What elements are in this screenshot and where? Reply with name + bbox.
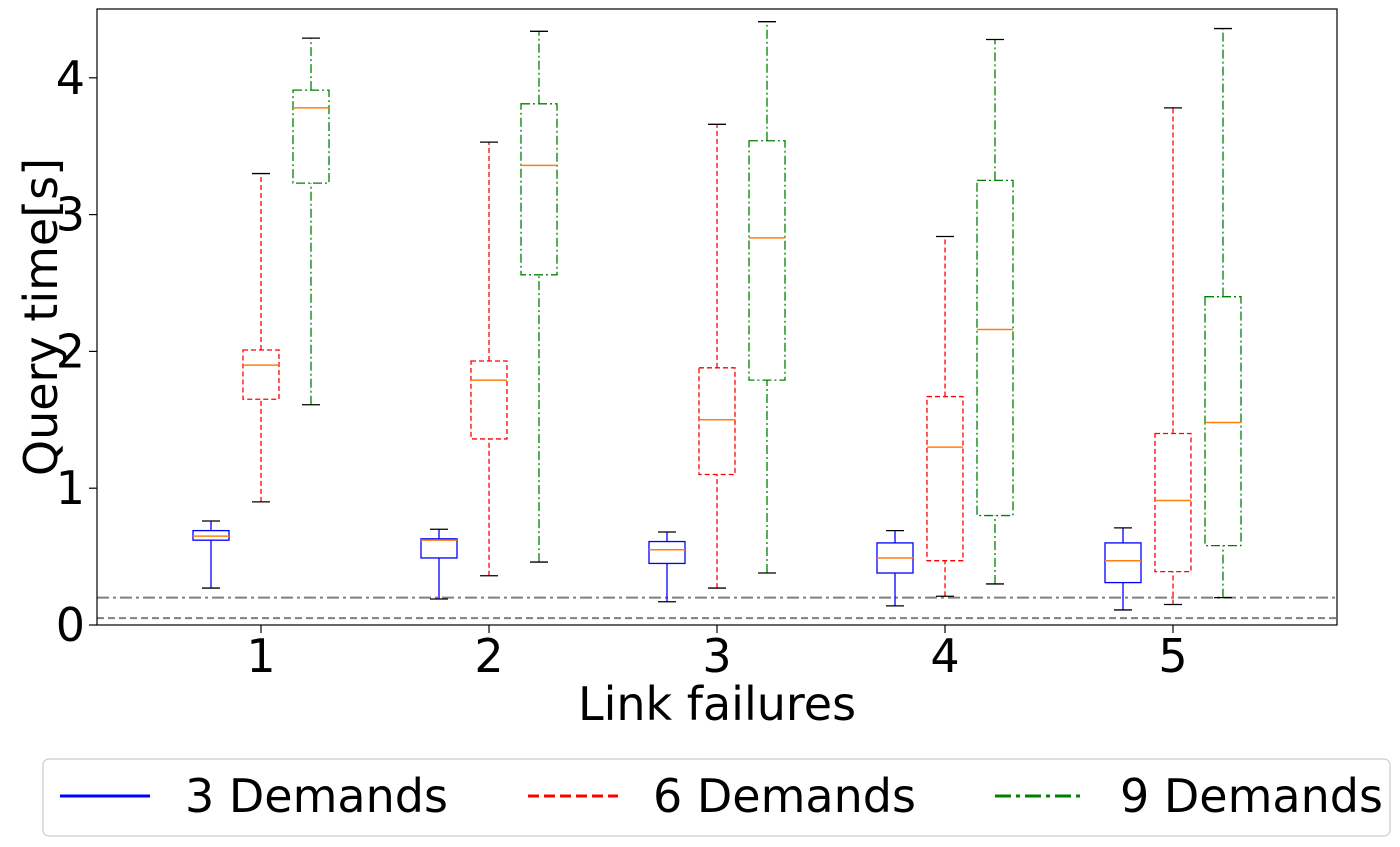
reference-lines: [97, 596, 1337, 620]
y-tick-label: 4: [56, 51, 85, 105]
y-tick-label: 1: [56, 461, 85, 515]
box-2-3: [698, 123, 736, 589]
iqr-box: [420, 538, 458, 559]
legend-item-2: 6 Demands: [528, 769, 916, 823]
series-3: [292, 21, 1242, 599]
x-axis: 1 2 3 4 5: [246, 625, 1188, 683]
x-axis-label: Link failures: [578, 677, 856, 731]
iqr-box: [926, 395, 964, 562]
legend-label: 3 Demands: [185, 769, 448, 823]
legend-item-1: 3 Demands: [60, 769, 448, 823]
series-1: [192, 520, 1142, 611]
box-1-4: [876, 529, 914, 607]
iqr-box: [1204, 296, 1242, 547]
box-3-2: [520, 30, 558, 563]
y-axis-label: Query time[s]: [14, 158, 68, 476]
iqr-box: [1154, 432, 1192, 573]
iqr-box: [292, 89, 330, 184]
box-3-4: [976, 38, 1014, 585]
iqr-box: [698, 367, 736, 476]
box-2-5: [1154, 107, 1192, 606]
legend-item-3: 9 Demands: [995, 769, 1383, 823]
box-1-1: [192, 520, 230, 589]
legend-label: 6 Demands: [653, 769, 916, 823]
x-tick-label: 1: [246, 629, 275, 683]
y-tick-label: 3: [56, 188, 85, 242]
iqr-box: [242, 349, 280, 400]
iqr-box: [648, 540, 686, 565]
legend: 3 Demands 6 Demands 9 Demands: [42, 758, 1391, 837]
box-2-1: [242, 172, 280, 503]
box-3-1: [292, 37, 330, 406]
y-tick-label: 2: [56, 324, 85, 378]
iqr-box: [520, 103, 558, 276]
iqr-box: [976, 179, 1014, 517]
iqr-box: [1104, 542, 1142, 584]
y-tick-label: 0: [56, 598, 85, 652]
x-tick-label: 2: [474, 629, 503, 683]
x-tick-label: 4: [930, 629, 959, 683]
x-tick-label: 5: [1158, 629, 1187, 683]
box-1-2: [420, 528, 458, 600]
iqr-box: [470, 360, 508, 440]
iqr-box: [748, 140, 786, 381]
box-3-5: [1204, 27, 1242, 599]
series-2: [242, 107, 1192, 606]
box-3-3: [748, 21, 786, 574]
box-1-3: [648, 531, 686, 603]
box-1-5: [1104, 527, 1142, 611]
legend-frame: [42, 758, 1391, 837]
box-2-2: [470, 141, 508, 577]
y-axis: 0 1 2 3 4: [56, 51, 97, 652]
box-series: [192, 21, 1242, 611]
box-2-4: [926, 235, 964, 597]
x-tick-label: 3: [702, 629, 731, 683]
legend-label: 9 Demands: [1120, 769, 1383, 823]
